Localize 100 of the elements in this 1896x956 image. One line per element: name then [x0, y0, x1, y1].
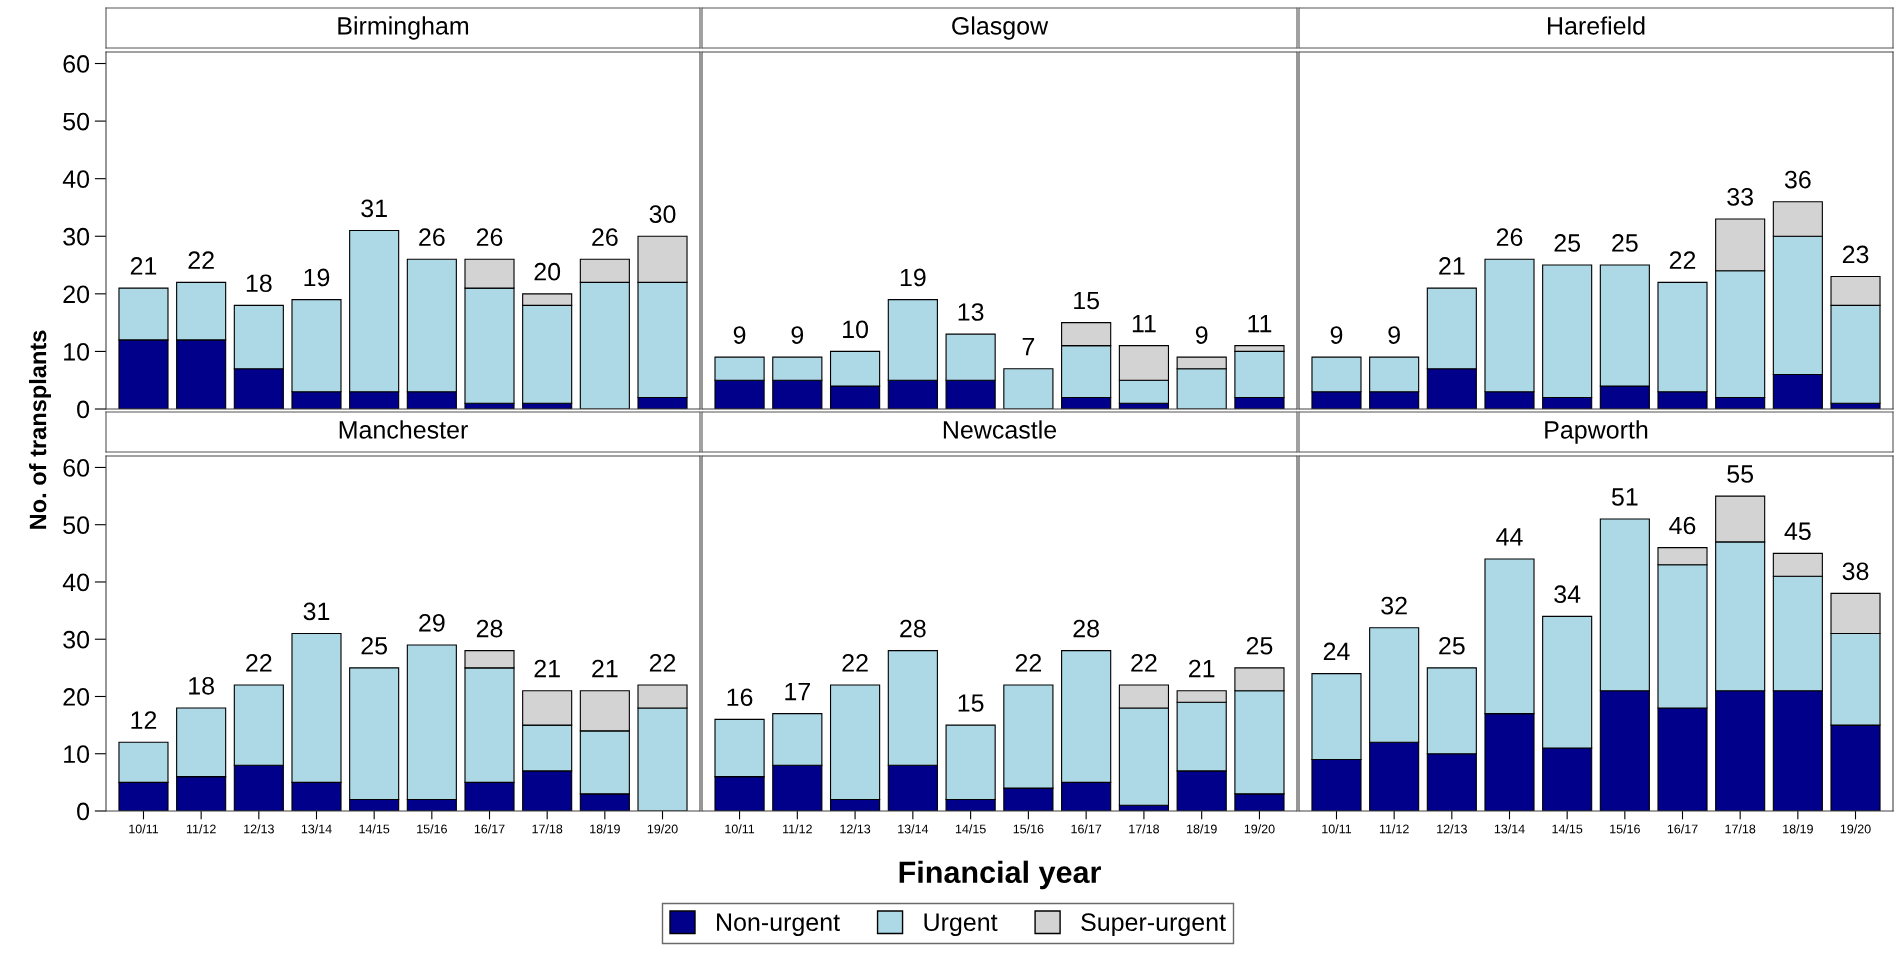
- total-label: 26: [592, 228, 618, 247]
- total-label: 9: [1330, 326, 1343, 344]
- x-tick-label: 11/12: [783, 824, 812, 834]
- total-label: 22: [1131, 654, 1157, 672]
- x-tick-label: 12/13: [840, 824, 871, 834]
- x-tick-label: 16/17: [474, 824, 505, 834]
- total-label: 11: [1132, 314, 1156, 333]
- x-tick-label: 17/18: [532, 824, 563, 834]
- x-tick-label: 11/12: [1379, 824, 1409, 834]
- y-tick-label: 0: [77, 802, 90, 821]
- total-label: 15: [1074, 291, 1100, 310]
- y-tick-label: 60: [63, 459, 90, 477]
- total-label: 45: [1784, 522, 1811, 541]
- x-tick-label: 10/11: [129, 824, 159, 834]
- total-label: 29: [419, 613, 445, 632]
- total-label: 22: [246, 654, 272, 672]
- x-tick-label: 12/13: [244, 824, 274, 834]
- total-label: 34: [1554, 585, 1581, 604]
- total-label: 26: [1496, 228, 1523, 247]
- y-tick-label: 40: [62, 573, 90, 592]
- x-tick-label: 15/16: [1013, 824, 1044, 834]
- total-label: 51: [1611, 488, 1638, 506]
- total-label: 25: [1612, 234, 1638, 252]
- chart-title: Glasgow: [952, 16, 1049, 40]
- y-axis-title: No. of transplants: [29, 330, 52, 529]
- chart-title: Manchester: [339, 420, 468, 439]
- y-tick-label: 50: [63, 516, 90, 535]
- x-axis-title: Financial year: [899, 860, 1101, 890]
- y-tick-label: 30: [63, 630, 90, 649]
- x-tick-label: 13/14: [898, 824, 929, 834]
- total-label: 21: [534, 659, 560, 678]
- x-tick-label: 10/11: [725, 824, 755, 834]
- total-label: 28: [1073, 619, 1099, 638]
- total-label: 19: [304, 268, 330, 287]
- total-label: 25: [1246, 636, 1273, 655]
- x-tick-label: 13/14: [1494, 824, 1525, 834]
- x-tick-label: 17/18: [1129, 824, 1160, 834]
- total-label: 32: [1381, 596, 1407, 615]
- total-label: 17: [785, 682, 810, 701]
- total-label: 22: [842, 654, 868, 672]
- total-label: 26: [476, 228, 503, 247]
- chart-title: Harefield: [1548, 16, 1645, 35]
- total-label: 30: [649, 205, 676, 223]
- total-label: 9: [1195, 326, 1208, 344]
- total-label: 38: [1842, 562, 1869, 581]
- legend-label: Super-urgent: [1081, 913, 1226, 936]
- x-tick-label: 16/17: [1071, 824, 1102, 834]
- x-tick-label: 13/14: [301, 824, 332, 834]
- y-tick-label: 10: [64, 343, 90, 361]
- total-label: 25: [1439, 636, 1465, 655]
- y-tick-label: 30: [63, 227, 90, 246]
- total-label: 26: [419, 228, 445, 247]
- total-label: 36: [1784, 170, 1811, 189]
- y-tick-label: 0: [77, 400, 90, 419]
- legend-label: Non-urgent: [717, 913, 840, 936]
- x-tick-label: 10/11: [1322, 824, 1352, 834]
- chart-title: Birmingham: [338, 16, 469, 40]
- total-label: 23: [1842, 245, 1869, 264]
- x-tick-label: 14/15: [1552, 824, 1583, 834]
- total-label: 7: [1022, 337, 1035, 356]
- total-label: 10: [843, 320, 869, 339]
- y-tick-label: 50: [63, 112, 90, 131]
- chart-title: Newcastle: [943, 420, 1057, 439]
- total-label: 12: [131, 711, 157, 729]
- total-label: 21: [1439, 257, 1465, 275]
- total-label: 11: [1248, 314, 1272, 333]
- total-label: 44: [1496, 528, 1523, 546]
- total-label: 15: [958, 694, 984, 712]
- y-tick-label: 40: [62, 170, 90, 188]
- x-tick-label: 11/12: [186, 824, 216, 834]
- total-label: 16: [727, 688, 753, 707]
- total-label: 31: [361, 199, 387, 218]
- total-label: 13: [958, 303, 984, 321]
- total-label: 28: [900, 619, 926, 638]
- x-tick-label: 19/20: [1244, 824, 1275, 834]
- total-label: 21: [592, 659, 618, 678]
- bar: [1003, 368, 1054, 409]
- total-label: 24: [1323, 642, 1350, 661]
- x-tick-label: 15/16: [417, 824, 447, 834]
- x-tick-label: 18/19: [590, 824, 620, 834]
- total-label: 9: [733, 326, 746, 344]
- total-label: 22: [649, 654, 676, 672]
- total-label: 31: [303, 602, 330, 621]
- total-label: 9: [1388, 326, 1400, 344]
- total-label: 21: [1189, 659, 1215, 678]
- total-label: 9: [791, 326, 804, 344]
- total-label: 18: [246, 274, 272, 293]
- y-tick-label: 20: [63, 688, 90, 706]
- y-tick-label: 10: [64, 745, 90, 764]
- total-label: 28: [476, 619, 503, 638]
- x-tick-label: 14/15: [359, 824, 390, 834]
- total-label: 21: [130, 257, 157, 275]
- x-tick-label: 19/20: [1840, 824, 1871, 834]
- total-label: 18: [189, 676, 214, 695]
- total-label: 25: [361, 636, 388, 655]
- chart-title: Papworth: [1545, 420, 1648, 444]
- x-tick-label: 18/19: [1187, 824, 1217, 834]
- x-tick-label: 19/20: [647, 824, 678, 834]
- total-label: 19: [900, 268, 926, 287]
- total-label: 20: [534, 262, 561, 281]
